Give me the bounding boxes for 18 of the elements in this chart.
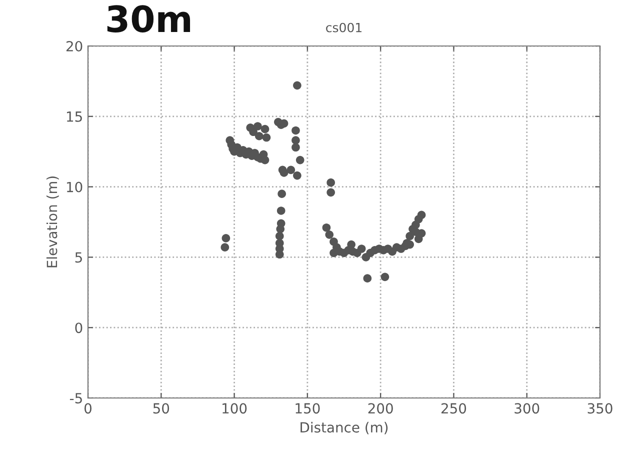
x-tick-label: 300 (514, 403, 540, 414)
x-tick-label: 50 (153, 403, 170, 414)
y-tick-label: 15 (66, 112, 82, 122)
y-tick-label: 5 (75, 252, 82, 263)
x-tick-label: 150 (296, 403, 320, 414)
x-tick-label: 100 (222, 403, 247, 414)
chart-title: cs001 (326, 22, 362, 32)
y-tick-label: 20 (66, 40, 82, 52)
text: 30m (107, 5, 190, 32)
x-tick-label: 250 (441, 403, 466, 414)
x-axis-title: Distance (m) (300, 422, 388, 434)
x-tick-label: 0 (84, 403, 92, 414)
x-tick-label: 200 (368, 403, 393, 414)
y-tick-label: 10 (66, 182, 82, 192)
y-axis-title: Elevation (m) (46, 176, 59, 268)
x-tick-label: 350 (588, 403, 612, 414)
y-tick-label: -5 (70, 393, 82, 404)
y-tick-label: 0 (75, 322, 82, 334)
